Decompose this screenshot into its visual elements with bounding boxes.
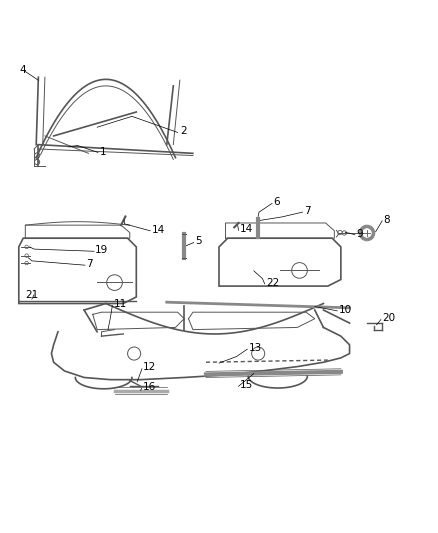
Text: 21: 21 — [25, 290, 39, 300]
Text: 4: 4 — [19, 65, 25, 75]
Text: 6: 6 — [273, 197, 280, 207]
Text: 7: 7 — [86, 260, 93, 269]
Text: 14: 14 — [152, 224, 165, 235]
Text: 20: 20 — [382, 313, 396, 323]
Text: 7: 7 — [304, 206, 311, 216]
Text: 12: 12 — [143, 362, 156, 373]
Text: 14: 14 — [240, 224, 253, 234]
Text: 22: 22 — [266, 278, 279, 288]
Text: 16: 16 — [143, 382, 156, 392]
Text: 19: 19 — [95, 245, 108, 255]
Text: 15: 15 — [240, 380, 253, 390]
Circle shape — [363, 229, 371, 237]
Text: 8: 8 — [384, 215, 390, 225]
Text: 9: 9 — [356, 229, 363, 239]
Circle shape — [359, 225, 375, 241]
Text: 5: 5 — [195, 236, 201, 246]
Text: 13: 13 — [249, 343, 262, 353]
Text: 10: 10 — [339, 305, 352, 315]
Text: 1: 1 — [99, 148, 106, 157]
Text: 2: 2 — [180, 126, 187, 136]
Text: 11: 11 — [114, 300, 127, 309]
